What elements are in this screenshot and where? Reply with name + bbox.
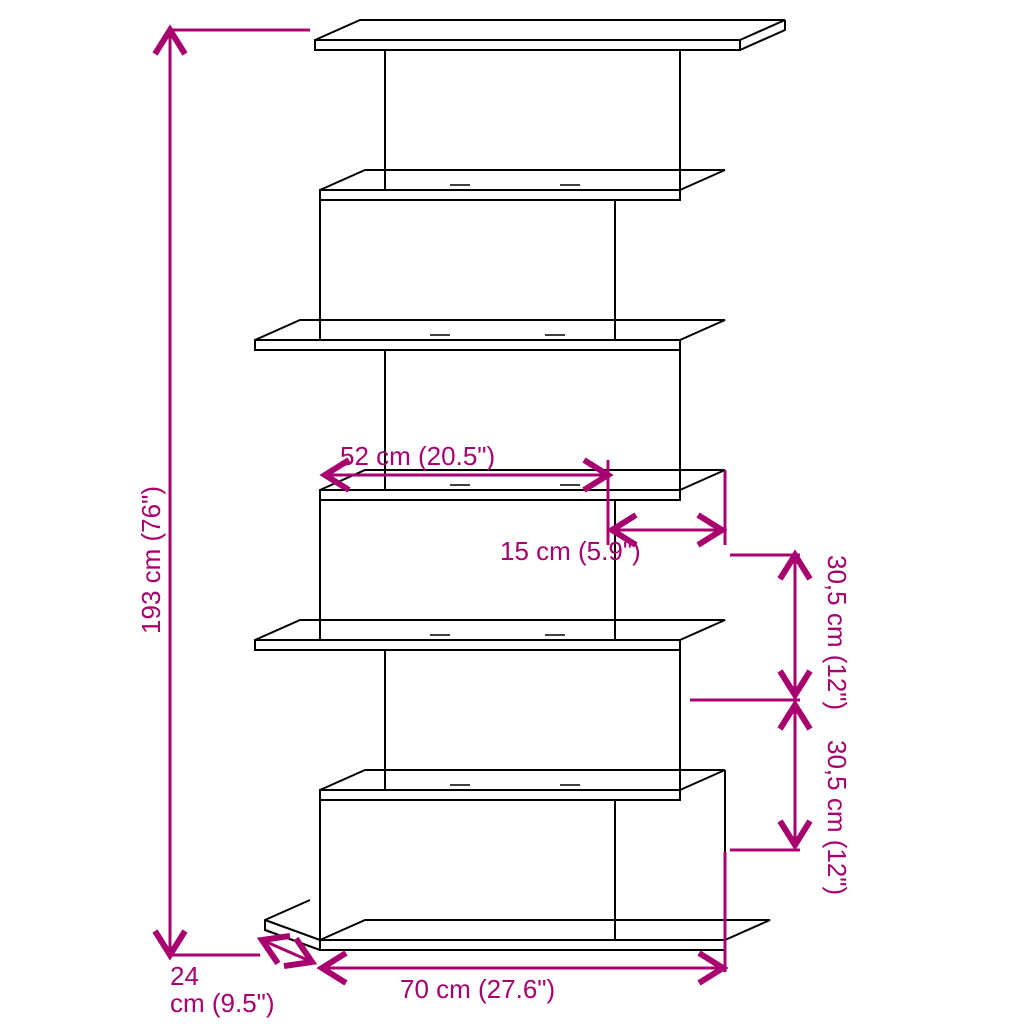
dim-shelfw-label: 52 cm (20.5") xyxy=(340,441,495,471)
dimension-diagram: 193 cm (76") 52 cm (20.5") 15 cm (5.9") … xyxy=(0,0,1024,1024)
svg-text:cm (9.5"): cm (9.5") xyxy=(170,988,275,1018)
dim-comp2-label: 30,5 cm (12") xyxy=(822,740,852,895)
dim-depth-label: 24 xyxy=(170,961,199,991)
bookshelf-outline xyxy=(255,20,785,950)
dim-height-label: 193 cm (76") xyxy=(136,486,166,634)
dimensions: 193 cm (76") 52 cm (20.5") 15 cm (5.9") … xyxy=(136,30,852,1018)
dim-comp1-label: 30,5 cm (12") xyxy=(822,555,852,710)
dim-basew-label: 70 cm (27.6") xyxy=(400,974,555,1004)
dim-offsetw-label: 15 cm (5.9") xyxy=(500,536,641,566)
